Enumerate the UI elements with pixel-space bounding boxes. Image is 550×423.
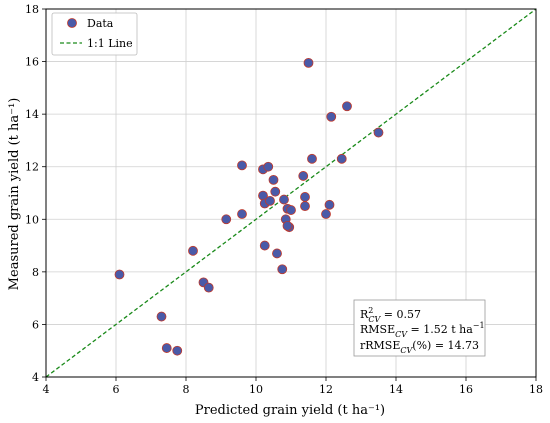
y-tick-label: 16 <box>25 56 39 69</box>
data-point <box>203 282 214 293</box>
data-point <box>298 171 309 181</box>
data-point <box>279 194 289 205</box>
y-tick-label: 4 <box>32 371 39 384</box>
plot-frame <box>45 8 537 378</box>
y-tick-label: 10 <box>25 213 39 226</box>
y-tick-label: 6 <box>32 318 39 331</box>
data-point <box>259 240 270 251</box>
data-point <box>265 195 275 206</box>
data-point <box>114 269 125 280</box>
one-to-one-line-layer <box>45 8 537 378</box>
y-tick-label: 12 <box>25 161 39 174</box>
data-point <box>300 201 310 212</box>
y-tick-label: 18 <box>25 3 39 16</box>
one-to-one-line <box>45 8 537 378</box>
data-point <box>303 57 314 68</box>
x-axis-label: Predicted grain yield (t ha⁻¹) <box>195 403 385 418</box>
data-point <box>342 101 352 112</box>
data-point <box>272 248 282 259</box>
x-tick-label: 18 <box>529 383 543 396</box>
rrmse-statistic: rRMSECV(%) = 14.73 <box>360 339 479 355</box>
r2-statistic: R2 CV = 0.57 <box>360 306 421 324</box>
y-tick-label: 14 <box>25 108 39 121</box>
y-axis-label: Measured grain yield (t ha⁻¹) <box>7 98 22 291</box>
data-point <box>324 199 335 210</box>
data-point <box>326 111 337 122</box>
data-point <box>268 174 279 185</box>
data-point <box>237 160 247 171</box>
data-point <box>221 214 232 225</box>
x-axis-ticks: 4 6 8 10 12 14 16 18 <box>43 377 543 396</box>
x-tick-label: 10 <box>249 383 263 396</box>
data-point <box>188 245 198 256</box>
x-tick-label: 4 <box>43 383 50 396</box>
grid-lines <box>45 8 537 378</box>
legend-data-marker <box>67 18 77 28</box>
x-tick-label: 12 <box>319 383 333 396</box>
y-axis-ticks: 4 6 8 10 12 14 16 18 <box>25 3 46 384</box>
data-point <box>373 127 384 138</box>
legend: Data 1:1 Line <box>51 12 138 56</box>
data-point <box>156 311 167 322</box>
data-point <box>237 209 247 219</box>
statistics-box: R2 CV = 0.57 RMSECV = 1.52 t ha−1 rRMSECV… <box>353 299 486 357</box>
data-point <box>172 345 183 356</box>
legend-data-label: Data <box>87 17 114 30</box>
rmse-statistic: RMSECV = 1.52 t ha−1 <box>360 321 485 339</box>
data-point <box>263 161 274 172</box>
data-points <box>114 57 384 356</box>
x-tick-label: 16 <box>459 383 473 396</box>
legend-line-label: 1:1 Line <box>87 37 133 50</box>
x-tick-label: 8 <box>183 383 190 396</box>
x-tick-label: 6 <box>113 383 120 396</box>
data-point <box>286 205 296 215</box>
data-point <box>307 153 317 164</box>
data-point <box>277 264 288 275</box>
data-point <box>282 220 293 231</box>
data-point <box>321 209 331 219</box>
data-point <box>300 192 310 202</box>
data-point <box>270 186 281 197</box>
x-tick-label: 14 <box>389 383 403 396</box>
data-point <box>336 153 347 164</box>
data-point <box>161 343 172 353</box>
statistics-frame <box>353 299 486 357</box>
y-tick-label: 8 <box>32 266 39 279</box>
